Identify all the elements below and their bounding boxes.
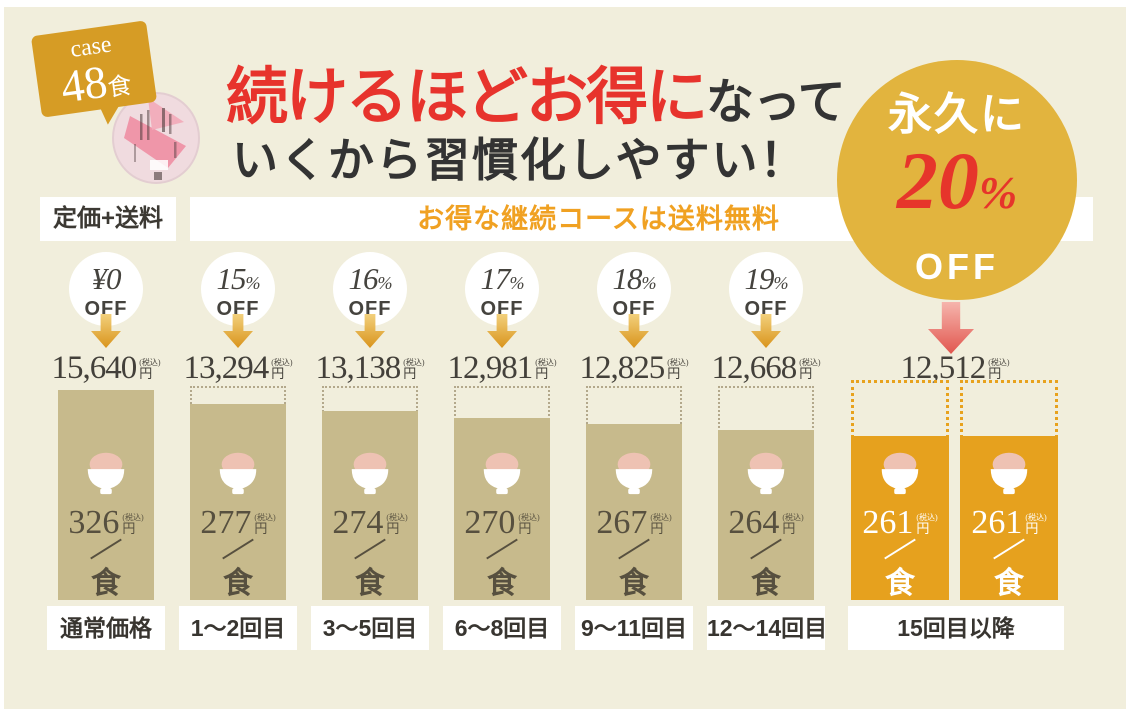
per-meal-price: 270 (税込) 円: [464, 504, 540, 541]
case-count-badge: case 48食: [30, 20, 158, 118]
discount-circle: 18% OFF: [597, 252, 671, 326]
column-label: 通常価格: [47, 606, 165, 650]
per-meal-unit: 食: [994, 567, 1024, 600]
price-column-1-2: 15% OFF 13,294 (税込) 円 277 (税込) 円 食 1〜2回目: [172, 248, 304, 652]
off-label: OFF: [348, 298, 392, 320]
per-meal-unit: 食: [751, 567, 781, 600]
discount-value: 15: [216, 261, 247, 296]
total-price: 12,668 (税込) 円: [711, 350, 821, 386]
column-label: 9〜11回目: [575, 606, 693, 650]
discount-circle: 15% OFF: [201, 252, 275, 326]
per-meal-unit: 食: [487, 567, 517, 600]
column-label: 12〜14回目: [707, 606, 827, 650]
headline-black-text: なって: [706, 76, 846, 129]
permanent-percent: 20%: [896, 135, 1018, 226]
per-meal-unit: 食: [223, 567, 253, 600]
total-price: 15,640 (税込) 円: [51, 350, 161, 386]
per-meal-price: 326 (税込) 円: [68, 504, 144, 541]
rice-bowl-icon: [351, 452, 389, 495]
price-bar: [454, 418, 550, 600]
rice-bowl-icon: [483, 452, 521, 495]
per-meal-unit: 食: [91, 567, 121, 600]
headline-red-text: 続けるほどお得に: [226, 63, 708, 132]
price-column-6-8: 17% OFF 12,981 (税込) 円 270 (税込) 円 食 6〜8回目: [436, 248, 568, 652]
per-meal-unit: 食: [885, 567, 915, 600]
per-meal-price: 261 (税込) 円: [862, 504, 938, 541]
price-bar: [58, 390, 154, 600]
per-meal-unit: 食: [355, 567, 385, 600]
headline-line2: いくから習慣化しやすい！: [232, 134, 808, 186]
permanent-discount-badge: 永久に 20% OFF: [837, 60, 1077, 300]
price-column-15-plus: 12,512 (税込) 円 261 (税込) 円 261 (税込) 円 食 食 15回目以降: [845, 248, 1065, 652]
meal-unit: 食: [106, 73, 134, 103]
column-label: 6〜8回目: [443, 606, 561, 650]
list-price-label: 定価+送料: [40, 197, 176, 241]
rice-bowl-icon: [747, 452, 785, 495]
product-photo: [112, 92, 200, 184]
off-label: OFF: [612, 298, 656, 320]
discount-value: 17: [480, 261, 511, 296]
rice-bowl-icon: [615, 452, 653, 495]
per-meal-unit: 食: [619, 567, 649, 600]
headline-line1: 続けるほどお得になって: [226, 46, 846, 136]
per-meal-price: 261 (税込) 円: [971, 504, 1047, 541]
top-white-edge: [0, 0, 1126, 7]
price-column-12-14: 19% OFF 12,668 (税込) 円 264 (税込) 円 食 12〜14回目: [700, 248, 832, 652]
free-shipping-text: お得な継続コースは送料無料: [417, 204, 780, 234]
off-label: OFF: [744, 298, 788, 320]
total-price: 12,981 (税込) 円: [447, 350, 557, 386]
discount-value: 18: [612, 261, 643, 296]
discount-circle: ¥0 OFF: [69, 252, 143, 326]
total-price: 12,825 (税込) 円: [579, 350, 689, 386]
price-bar: [190, 404, 286, 600]
off-label: OFF: [480, 298, 524, 320]
column-label: 3〜5回目: [311, 606, 429, 650]
permanent-off-label: OFF: [915, 246, 999, 287]
per-meal-price: 267 (税込) 円: [596, 504, 672, 541]
discount-value: 19: [744, 261, 775, 296]
total-price: 13,138 (税込) 円: [315, 350, 425, 386]
discount-circle: 16% OFF: [333, 252, 407, 326]
per-meal-price: 274 (税込) 円: [332, 504, 408, 541]
rice-bowl-icon: [990, 452, 1028, 495]
discount-circle: 19% OFF: [729, 252, 803, 326]
total-price: 13,294 (税込) 円: [183, 350, 293, 386]
rice-bowl-icon: [881, 452, 919, 495]
discount-value: ¥0: [91, 261, 122, 296]
column-label: 15回目以降: [848, 606, 1064, 650]
price-column-3-5: 16% OFF 13,138 (税込) 円 274 (税込) 円 食 3〜5回目: [304, 248, 436, 652]
off-label: OFF: [216, 298, 260, 320]
discount-value: 16: [348, 261, 379, 296]
price-column-9-11: 18% OFF 12,825 (税込) 円 267 (税込) 円 食 9〜11回目: [568, 248, 700, 652]
per-meal-price: 277 (税込) 円: [200, 504, 276, 541]
off-label: OFF: [84, 298, 128, 320]
price-column-regular: ¥0 OFF 15,640 (税込) 円 326 (税込) 円 食 通常価格: [40, 248, 172, 652]
rice-bowl-icon: [219, 452, 257, 495]
permanent-label: 永久に: [888, 90, 1026, 139]
discount-circle: 17% OFF: [465, 252, 539, 326]
per-meal-price: 264 (税込) 円: [728, 504, 804, 541]
column-label: 1〜2回目: [179, 606, 297, 650]
rice-bowl-icon: [87, 452, 125, 495]
price-bar: [322, 411, 418, 600]
left-white-edge: [0, 0, 4, 709]
